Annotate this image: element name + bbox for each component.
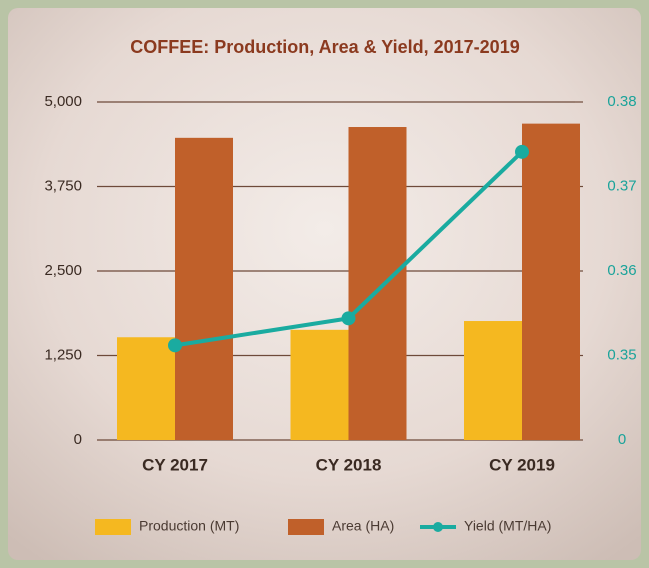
legend-label: Area (HA) [332,518,394,534]
yield-marker [341,311,356,326]
y-tick-label: 0 [74,431,82,448]
x-tick-label: CY 2018 [316,455,382,474]
bar [290,329,349,440]
legend-marker [433,522,443,532]
y2-tick-label: 0.37 [607,177,636,194]
chart-title: COFFEE: Production, Area & Yield, 2017-2… [130,37,519,57]
x-tick-label: CY 2019 [489,455,555,474]
y2-tick-label: 0 [618,431,626,448]
x-tick-label: CY 2017 [142,455,208,474]
bar [522,123,580,440]
yield-marker [515,144,529,159]
y2-tick-label: 0.35 [607,346,636,363]
bar [175,137,233,440]
yield-marker [168,338,182,353]
bar [117,337,175,440]
y2-tick-label: 0.36 [607,262,636,279]
legend-swatch [95,519,131,535]
y-tick-label: 3,750 [44,177,82,194]
y-tick-label: 1,250 [44,346,82,363]
bar [464,321,522,440]
y-tick-label: 2,500 [44,262,82,279]
legend-label: Production (MT) [139,518,239,534]
legend-swatch [288,519,324,535]
legend-label: Yield (MT/HA) [464,518,551,534]
y2-tick-label: 0.38 [607,93,636,110]
y-tick-label: 5,000 [44,93,82,110]
bar [348,127,407,441]
